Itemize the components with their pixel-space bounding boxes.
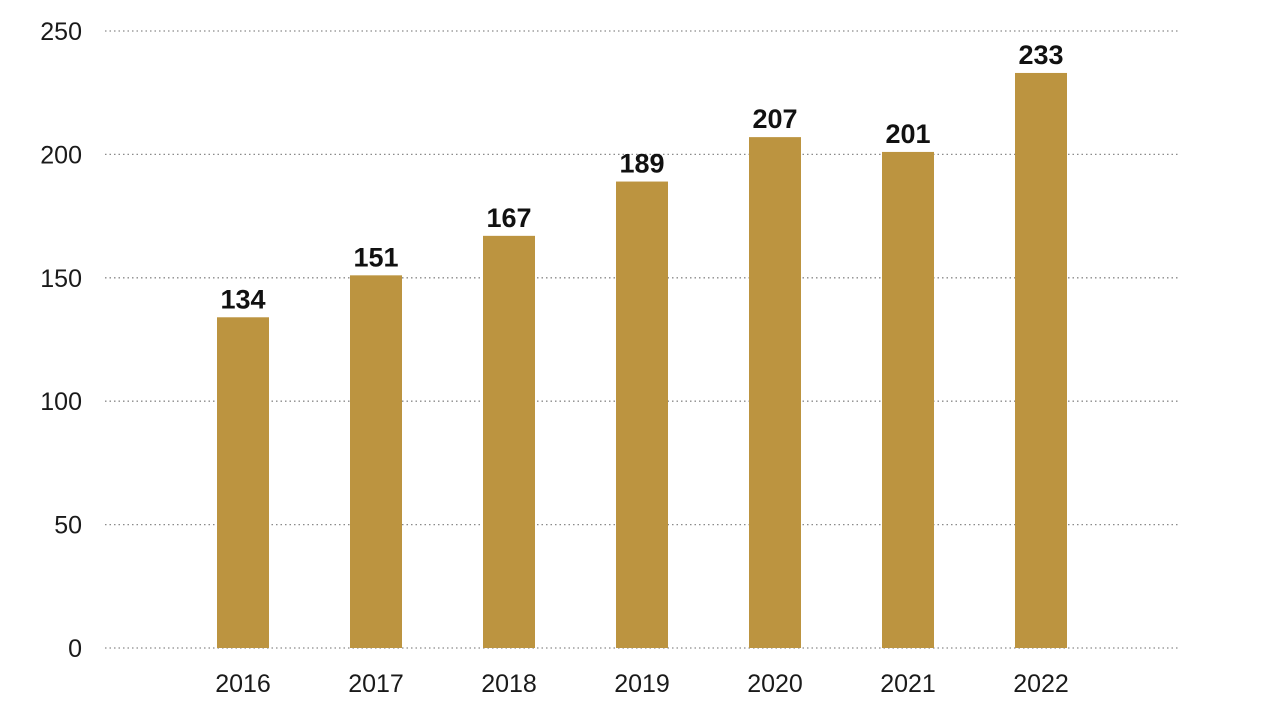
grid-layer	[105, 30, 1180, 649]
y-tick-label: 150	[40, 265, 82, 293]
data-label: 207	[752, 104, 797, 134]
y-tick-label: 200	[40, 141, 82, 169]
bar-2016	[217, 317, 269, 648]
x-tick-label: 2019	[614, 670, 670, 698]
data-label: 167	[486, 203, 531, 233]
bar-2019	[616, 181, 668, 648]
data-label: 151	[353, 242, 398, 272]
bar-2022	[1015, 72, 1067, 649]
y-axis-ticks: 0 50 100 150 200 250	[40, 18, 82, 663]
bar-2017	[350, 275, 402, 648]
data-label: 189	[619, 149, 664, 179]
data-label: 134	[220, 284, 265, 314]
x-tick-label: 2017	[348, 670, 404, 698]
x-tick-label: 2021	[880, 670, 936, 698]
data-label: 201	[885, 119, 930, 149]
y-tick-label: 50	[54, 512, 82, 540]
x-tick-label: 2018	[481, 670, 537, 698]
bar-2020	[749, 137, 801, 648]
bar-2018	[483, 235, 535, 648]
data-labels: 134 151 167 189 207 201 233	[220, 40, 1063, 314]
x-tick-label: 2022	[1013, 670, 1069, 698]
y-tick-label: 0	[68, 635, 82, 663]
y-tick-label: 100	[40, 388, 82, 416]
x-axis-ticks: 2016 2017 2018 2019 2020 2021 2022	[215, 670, 1069, 698]
bar-2021	[882, 151, 934, 648]
bars	[217, 72, 1067, 649]
x-tick-label: 2020	[747, 670, 803, 698]
y-tick-label: 250	[40, 18, 82, 46]
x-tick-label: 2016	[215, 670, 271, 698]
data-label: 233	[1018, 40, 1063, 70]
